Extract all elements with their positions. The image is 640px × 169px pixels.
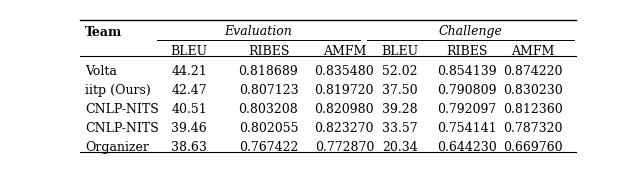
Text: AMFM: AMFM xyxy=(323,45,366,58)
Text: 39.28: 39.28 xyxy=(382,103,418,116)
Text: 38.63: 38.63 xyxy=(171,141,207,154)
Text: 0.812360: 0.812360 xyxy=(503,103,563,116)
Text: AMFM: AMFM xyxy=(511,45,554,58)
Text: 37.50: 37.50 xyxy=(382,84,418,97)
Text: 44.21: 44.21 xyxy=(172,65,207,78)
Text: 0.819720: 0.819720 xyxy=(315,84,374,97)
Text: 0.644230: 0.644230 xyxy=(437,141,497,154)
Text: BLEU: BLEU xyxy=(381,45,419,58)
Text: 39.46: 39.46 xyxy=(172,122,207,135)
Text: iitp (Ours): iitp (Ours) xyxy=(85,84,150,97)
Text: 0.835480: 0.835480 xyxy=(314,65,374,78)
Text: 0.792097: 0.792097 xyxy=(437,103,497,116)
Text: 0.767422: 0.767422 xyxy=(239,141,298,154)
Text: Evaluation: Evaluation xyxy=(225,26,292,39)
Text: CNLP-NITS: CNLP-NITS xyxy=(85,122,159,135)
Text: 0.854139: 0.854139 xyxy=(437,65,497,78)
Text: 0.787320: 0.787320 xyxy=(503,122,563,135)
Text: 0.754141: 0.754141 xyxy=(437,122,497,135)
Text: 0.820980: 0.820980 xyxy=(314,103,374,116)
Text: Volta: Volta xyxy=(85,65,117,78)
Text: 0.772870: 0.772870 xyxy=(315,141,374,154)
Text: 0.807123: 0.807123 xyxy=(239,84,298,97)
Text: 42.47: 42.47 xyxy=(172,84,207,97)
Text: RIBES: RIBES xyxy=(446,45,488,58)
Text: 0.669760: 0.669760 xyxy=(503,141,563,154)
Text: 0.823270: 0.823270 xyxy=(315,122,374,135)
Text: 0.802055: 0.802055 xyxy=(239,122,298,135)
Text: 52.02: 52.02 xyxy=(382,65,418,78)
Text: 0.818689: 0.818689 xyxy=(239,65,298,78)
Text: 40.51: 40.51 xyxy=(172,103,207,116)
Text: RIBES: RIBES xyxy=(248,45,289,58)
Text: 0.803208: 0.803208 xyxy=(239,103,298,116)
Text: 0.830230: 0.830230 xyxy=(503,84,563,97)
Text: Organizer: Organizer xyxy=(85,141,149,154)
Text: Challenge: Challenge xyxy=(438,26,502,39)
Text: 0.790809: 0.790809 xyxy=(437,84,497,97)
Text: CNLP-NITS: CNLP-NITS xyxy=(85,103,159,116)
Text: 33.57: 33.57 xyxy=(382,122,418,135)
Text: 0.874220: 0.874220 xyxy=(503,65,563,78)
Text: Team: Team xyxy=(85,26,122,39)
Text: 20.34: 20.34 xyxy=(382,141,418,154)
Text: BLEU: BLEU xyxy=(170,45,208,58)
